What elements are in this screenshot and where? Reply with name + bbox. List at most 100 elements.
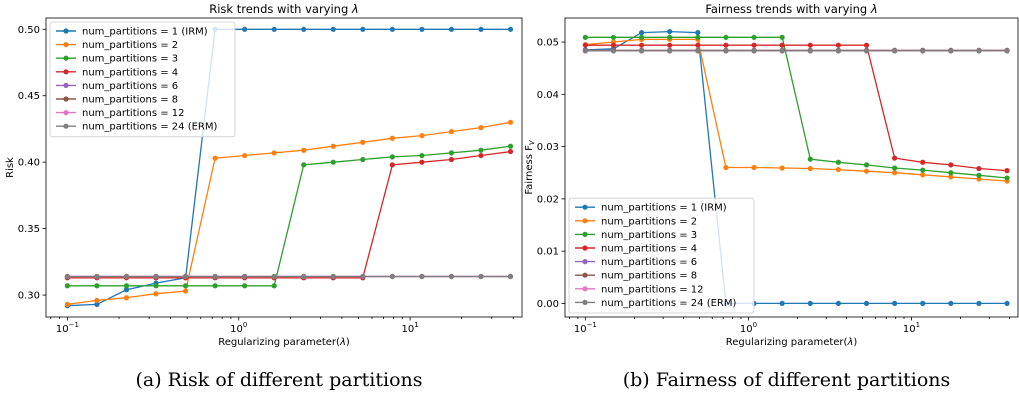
series-line [582,36,1010,184]
data-point [1004,175,1010,181]
data-point [920,172,926,178]
legend-marker [63,69,69,75]
data-point [419,273,425,280]
data-point [807,156,813,162]
plot-frame [45,17,523,318]
data-point [892,155,898,161]
legend-marker [63,110,69,116]
data-point [751,42,757,48]
data-point [301,162,307,168]
legend-label: num_partitions = 8 [601,271,697,282]
x-tick-label: 100 [740,321,757,335]
data-point [507,119,514,125]
y-tick-label: 0.01 [537,247,559,258]
data-point [478,26,484,32]
series-path [585,36,1008,179]
data-point [330,273,336,280]
data-point [242,273,248,280]
series-path [67,150,511,279]
data-point [835,42,841,48]
data-point [807,300,813,307]
y-tick-label: 0.50 [18,25,40,36]
data-point [212,273,218,280]
legend-label: num_partitions = 3 [601,230,697,241]
data-point [94,283,100,289]
data-point [212,283,218,289]
data-point [182,283,189,289]
data-point [582,48,588,54]
data-point [779,48,785,54]
data-point [271,283,277,289]
series-path [585,30,1008,305]
legend-label: num_partitions = 24 (ERM) [82,122,218,133]
data-point [301,273,307,280]
x-axis-label: Regularizing parameter(λ) [726,337,858,348]
data-point [448,156,455,163]
data-point [779,34,785,40]
data-point [507,148,514,155]
data-point [64,301,71,307]
data-point [182,288,189,294]
legend-label: num_partitions = 1 (IRM) [601,203,727,214]
chart-title: Fairness trends with varying λ [705,2,877,16]
legend-marker [63,55,69,61]
data-point [695,48,701,54]
data-point [419,159,425,165]
data-point [948,48,954,54]
data-point [976,172,982,178]
data-point [153,273,159,280]
data-point [242,26,248,32]
data-point [807,165,813,172]
y-tick-label: 0.03 [537,142,559,153]
data-point [835,300,841,307]
data-point [94,273,100,280]
legend-marker [63,96,69,102]
series-path [585,38,1008,182]
series-path [67,145,511,287]
data-point [389,154,395,160]
y-tick-label: 0.02 [537,194,559,205]
x-tick-label: 101 [903,321,920,335]
y-axis-label: Risk [5,157,16,178]
y-tick-label: 0.04 [537,90,559,101]
series-path [585,44,1008,172]
legend-marker [582,245,588,251]
data-point [667,34,673,40]
data-point [892,48,898,54]
data-point [64,273,71,280]
x-tick-label: 100 [230,321,247,335]
data-point [64,283,71,289]
data-point [920,159,926,165]
data-point [976,48,982,54]
y-tick-label: 0.40 [18,158,40,169]
data-point [330,26,336,32]
data-point [123,273,130,280]
data-point [863,162,870,168]
series-line [64,119,514,307]
legend-marker [63,82,69,88]
series-path [67,28,511,307]
data-point [638,34,645,40]
data-point [271,26,277,32]
data-point [478,273,484,280]
data-point [638,48,645,54]
legend: num_partitions = 1 (IRM) num_partitions =… [568,197,755,314]
legend: num_partitions = 1 (IRM) num_partitions =… [49,21,236,138]
series-line [582,42,1010,174]
data-point [1004,168,1010,174]
data-point [271,273,277,280]
data-point [723,34,729,40]
data-point [948,170,954,176]
data-point [123,287,130,293]
data-point [751,34,757,40]
data-point [892,165,898,171]
legend-label: num_partitions = 2 [601,216,697,227]
data-point [976,165,982,172]
data-point [610,34,617,40]
y-tick-label: 0.05 [537,38,559,49]
data-point [779,165,785,171]
data-point [667,48,673,54]
data-point [863,168,870,174]
data-point [448,26,455,32]
data-point [389,26,395,32]
